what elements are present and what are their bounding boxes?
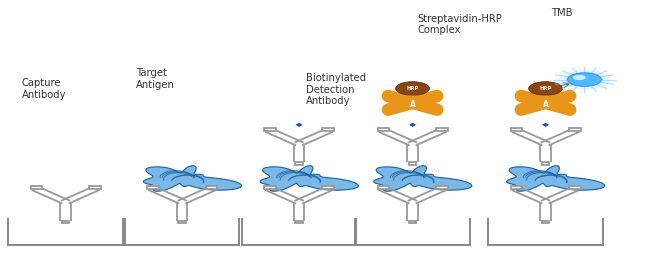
Bar xyxy=(541,162,549,165)
Polygon shape xyxy=(408,122,417,127)
Bar xyxy=(89,186,101,189)
Bar xyxy=(378,186,389,189)
Bar xyxy=(510,186,522,189)
Bar xyxy=(569,128,580,131)
Bar xyxy=(436,128,448,131)
Circle shape xyxy=(396,82,430,95)
Bar xyxy=(264,128,276,131)
Polygon shape xyxy=(295,122,304,127)
Bar xyxy=(409,220,417,223)
Polygon shape xyxy=(260,166,358,191)
Bar xyxy=(295,220,303,223)
Text: TMB: TMB xyxy=(551,9,572,18)
Text: Biotinylated
Detection
Antibody: Biotinylated Detection Antibody xyxy=(306,73,366,106)
Bar xyxy=(62,220,70,223)
Circle shape xyxy=(573,75,586,80)
Bar xyxy=(31,186,42,189)
Text: HRP: HRP xyxy=(540,86,552,91)
Text: A: A xyxy=(543,100,549,109)
Circle shape xyxy=(528,82,562,95)
Bar xyxy=(436,186,448,189)
Bar xyxy=(569,186,580,189)
Circle shape xyxy=(552,67,616,92)
Polygon shape xyxy=(506,166,604,191)
Circle shape xyxy=(559,69,610,90)
Text: Streptavidin-HRP
Complex: Streptavidin-HRP Complex xyxy=(418,14,502,35)
Text: HRP: HRP xyxy=(406,86,419,91)
Bar xyxy=(510,128,522,131)
Bar xyxy=(541,220,549,223)
Bar xyxy=(322,128,334,131)
Bar xyxy=(295,162,303,165)
Bar xyxy=(178,220,186,223)
Bar xyxy=(322,186,334,189)
Polygon shape xyxy=(374,166,472,191)
Bar xyxy=(205,186,217,189)
Text: A: A xyxy=(410,100,415,109)
Text: Target
Antigen: Target Antigen xyxy=(136,68,174,89)
Circle shape xyxy=(566,72,603,87)
Polygon shape xyxy=(541,122,550,127)
Polygon shape xyxy=(144,166,242,191)
Bar xyxy=(148,186,159,189)
Circle shape xyxy=(567,73,601,86)
Bar xyxy=(409,162,417,165)
Bar xyxy=(264,186,276,189)
Text: Capture
Antibody: Capture Antibody xyxy=(21,78,66,100)
Bar xyxy=(378,128,389,131)
